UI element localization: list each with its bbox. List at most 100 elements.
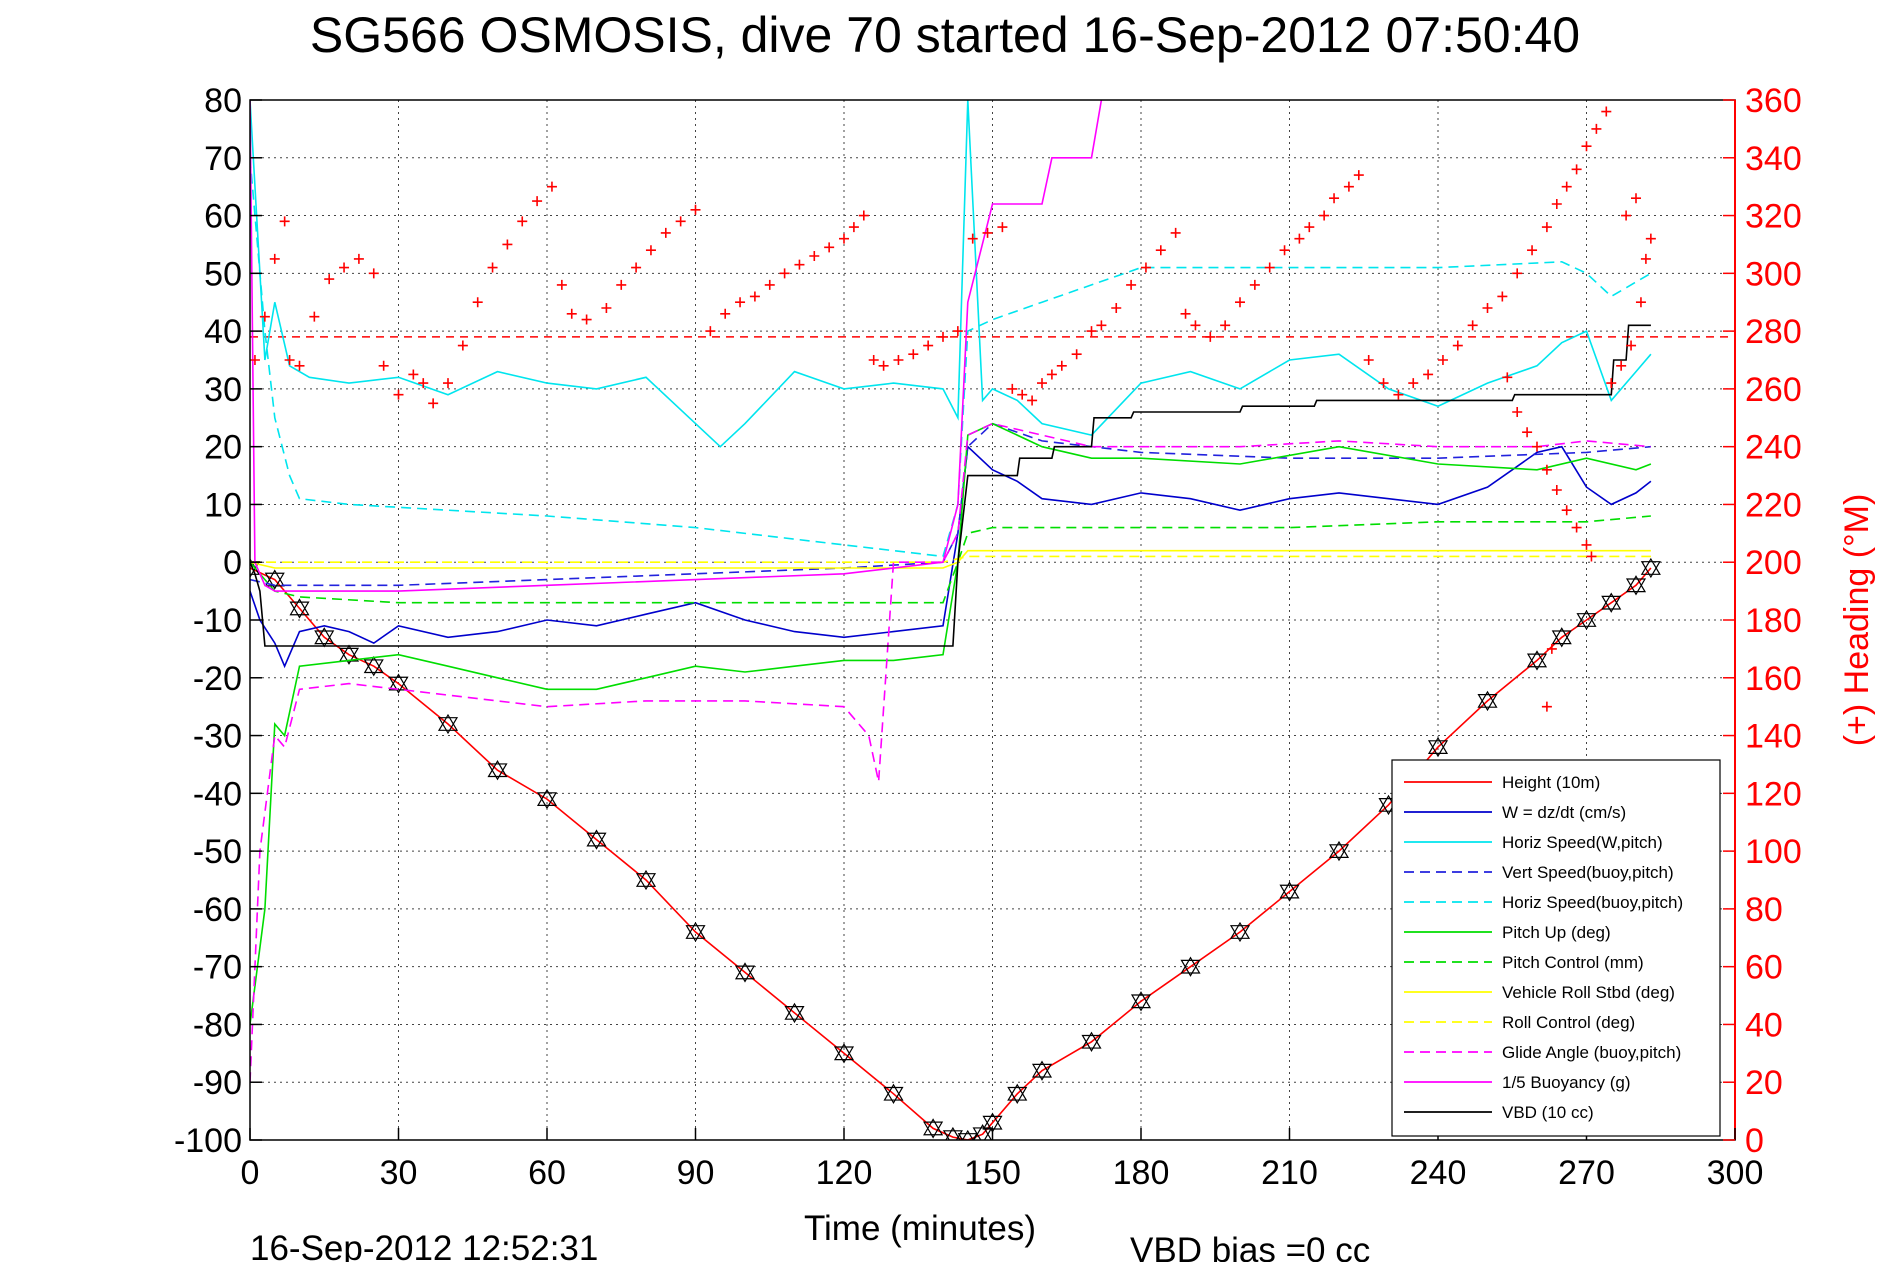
height-marker-down <box>1180 959 1201 977</box>
heading-marker <box>1561 505 1572 516</box>
legend-label: Pitch Up (deg) <box>1502 923 1611 942</box>
y2-tick-label: 260 <box>1745 371 1802 409</box>
heading-marker <box>1561 181 1572 192</box>
y-tick-label: 0 <box>223 544 242 582</box>
heading-marker <box>749 291 760 302</box>
x-tick-label: 240 <box>1410 1154 1467 1192</box>
x-tick-label: 30 <box>380 1154 418 1192</box>
height-marker-down <box>1601 595 1622 613</box>
heading-marker <box>1329 193 1340 204</box>
heading-marker <box>1037 378 1047 389</box>
y2-tick-label: 0 <box>1745 1122 1764 1160</box>
heading-marker <box>1626 340 1637 351</box>
x-tick-label: 300 <box>1707 1154 1764 1192</box>
heading-marker <box>848 222 859 233</box>
heading-marker <box>645 245 656 256</box>
height-marker-down <box>1576 613 1597 631</box>
legend-label: Pitch Control (mm) <box>1502 953 1644 972</box>
height-marker-down <box>784 1005 805 1024</box>
heading-marker <box>1522 427 1533 438</box>
height-marker-up <box>1427 736 1449 755</box>
legend-label: Vehicle Roll Stbd (deg) <box>1502 983 1675 1002</box>
heading-marker <box>1170 227 1181 238</box>
y2-tick-label: 220 <box>1745 486 1802 524</box>
height-marker-down <box>685 925 706 943</box>
heading-marker <box>1551 485 1562 495</box>
y2-tick-label: 100 <box>1745 833 1802 871</box>
height-marker-down <box>1081 1034 1102 1052</box>
right-axis-label: (+) Heading (°M) <box>1838 494 1876 747</box>
height-marker-down <box>363 659 384 677</box>
height-marker-up <box>314 627 335 645</box>
height-marker-down <box>250 561 261 579</box>
plot-layer <box>250 100 1735 1140</box>
heading-marker <box>1220 320 1231 331</box>
height-marker-up <box>1576 609 1597 627</box>
y2-tick-label: 320 <box>1745 198 1802 236</box>
height-marker-down <box>487 763 508 781</box>
height-marker-up <box>1130 991 1152 1009</box>
heading-marker <box>1467 320 1478 331</box>
heading-marker <box>1126 279 1137 290</box>
heading-marker <box>457 340 468 351</box>
y2-tick-label: 340 <box>1745 140 1802 178</box>
y-tick-label: -30 <box>193 718 242 756</box>
height-marker-up <box>973 1124 992 1140</box>
heading-marker <box>279 216 290 227</box>
heading-marker <box>1235 297 1245 308</box>
height-marker-up <box>1007 1083 1028 1101</box>
height-marker-up <box>1551 627 1572 645</box>
y-tick-label: 20 <box>204 429 242 467</box>
height-marker-up <box>961 1129 974 1140</box>
heading-marker <box>1279 245 1290 256</box>
heading-marker <box>1616 360 1627 371</box>
height-marker-down <box>957 1133 978 1140</box>
series-line-11 <box>250 324 1651 647</box>
y-tick-label: 10 <box>204 486 242 524</box>
heading-marker <box>1393 389 1404 400</box>
height-marker-down <box>1130 994 1152 1012</box>
heading-marker <box>908 349 919 360</box>
height-marker-up <box>1328 840 1350 859</box>
heading-marker <box>982 227 993 238</box>
heading-marker <box>1180 308 1191 319</box>
heading-marker <box>1502 372 1513 383</box>
heading-marker <box>1353 170 1364 181</box>
height-marker-up <box>1031 1060 1053 1078</box>
height-marker-up <box>1477 690 1498 708</box>
x-tick-label: 180 <box>1113 1154 1170 1192</box>
heading-marker <box>1591 123 1602 134</box>
height-marker-down <box>338 647 360 665</box>
height-marker-up <box>289 598 310 616</box>
y2-tick-label: 20 <box>1745 1064 1783 1102</box>
heading-marker <box>1571 522 1582 533</box>
heading-marker <box>1571 164 1582 175</box>
heading-marker <box>1581 539 1592 550</box>
y2-tick-label: 240 <box>1745 429 1802 467</box>
heading-marker <box>1017 389 1028 400</box>
legend-label: Vert Speed(buoy,pitch) <box>1502 863 1674 882</box>
y2-tick-label: 180 <box>1745 602 1802 640</box>
height-marker-down <box>1640 561 1661 579</box>
y-tick-label: 30 <box>204 371 242 409</box>
series-line-6 <box>250 515 1651 604</box>
legend-label: Roll Control (deg) <box>1502 1013 1635 1032</box>
series-line-0 <box>250 567 1652 1140</box>
y-tick-label: -50 <box>193 833 242 871</box>
height-marker-down <box>1551 630 1572 648</box>
heading-marker <box>250 355 260 365</box>
chart-title: SG566 OSMOSIS, dive 70 started 16-Sep-20… <box>310 7 1580 63</box>
heading-marker <box>675 216 686 227</box>
heading-marker <box>824 242 835 253</box>
y2-tick-label: 300 <box>1745 255 1802 293</box>
legend: Height (10m) W = dz/dt (cm/s) Horiz Speed(… <box>1391 759 1721 1137</box>
legend-label: Horiz Speed(buoy,pitch) <box>1502 893 1683 912</box>
height-marker-down <box>1007 1086 1028 1104</box>
heading-marker <box>1581 141 1592 152</box>
height-marker-up <box>487 760 508 778</box>
heading-marker <box>1140 262 1151 273</box>
y2-tick-label: 120 <box>1745 775 1802 813</box>
height-marker-up <box>536 788 558 807</box>
heading-marker <box>284 355 295 365</box>
y-tick-label: 60 <box>204 198 242 236</box>
